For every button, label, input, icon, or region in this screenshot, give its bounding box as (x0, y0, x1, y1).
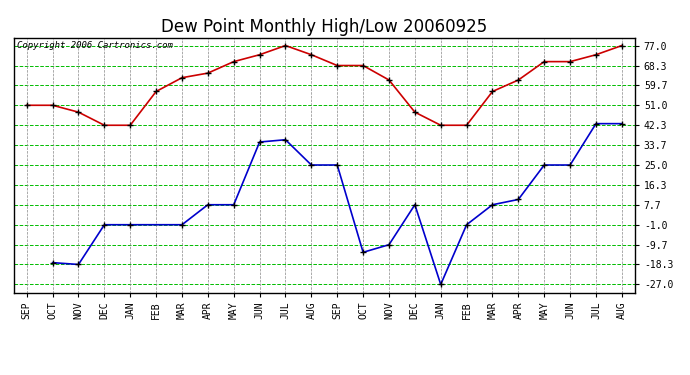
Text: Copyright 2006 Cartronics.com: Copyright 2006 Cartronics.com (17, 41, 172, 50)
Title: Dew Point Monthly High/Low 20060925: Dew Point Monthly High/Low 20060925 (161, 18, 487, 36)
